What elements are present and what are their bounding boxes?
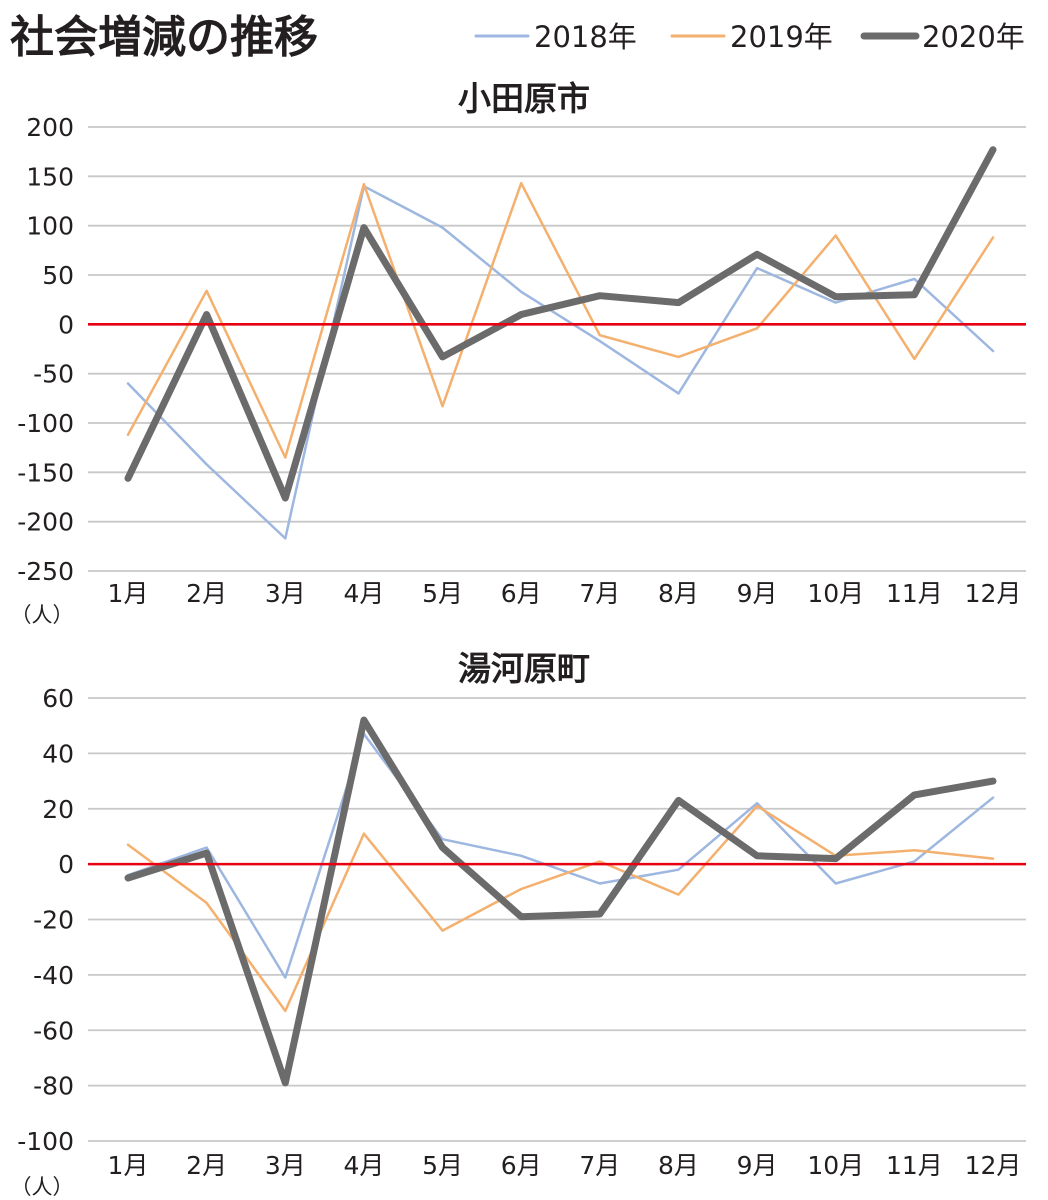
x-tick-label: 3月 (265, 579, 306, 608)
x-tick-label: 7月 (579, 579, 620, 608)
y-tick-label: 20 (42, 795, 74, 824)
x-tick-label: 12月 (965, 579, 1022, 608)
y-tick-label: -100 (17, 1127, 74, 1156)
series-line-2019年 (126, 181, 995, 459)
x-tick-label: 10月 (807, 579, 864, 608)
x-tick-label: 4月 (343, 1151, 384, 1180)
x-tick-label: 9月 (737, 1151, 778, 1180)
x-tick-label: 11月 (886, 1151, 943, 1180)
y-tick-label: 0 (58, 310, 74, 339)
x-tick-label: 6月 (501, 579, 542, 608)
unit-label: （人） (11, 603, 74, 627)
y-tick-label: -20 (33, 906, 74, 935)
x-tick-label: 2月 (186, 1151, 227, 1180)
x-tick-label: 4月 (343, 579, 384, 608)
y-tick-label: 100 (26, 212, 74, 241)
y-tick-label: -150 (17, 458, 74, 487)
unit-label: （人） (11, 1175, 74, 1199)
legend-label-2: 2020年 (922, 20, 1025, 54)
x-tick-label: 5月 (422, 1151, 463, 1180)
series-line-2020年 (124, 716, 997, 1087)
legend: 2018年 2019年 2020年 (474, 20, 1025, 54)
series-line-2018年 (126, 184, 995, 540)
y-tick-label: 0 (58, 850, 74, 879)
y-tick-label: -100 (17, 409, 74, 438)
x-tick-label: 1月 (108, 579, 149, 608)
y-tick-label: 60 (42, 684, 74, 713)
x-tick-label: 10月 (807, 1151, 864, 1180)
x-tick-label: 7月 (579, 1151, 620, 1180)
chart-panel-odawara: 小田原市 200 150 100 50 0 -50 -100 -150 -200 -250 （人） 1月… (11, 79, 1026, 627)
legend-label-1: 2019年 (730, 20, 833, 54)
x-tick-label: 8月 (658, 579, 699, 608)
x-tick-label: 2月 (186, 579, 227, 608)
y-tick-label: -50 (33, 360, 74, 389)
chart-panel-yugawara: 湯河原町 60 40 20 0 -20 -40 -60 -80 -100 （人） 1月 2月 3月 4月 5月… (11, 649, 1026, 1199)
x-tick-label: 6月 (501, 1151, 542, 1180)
x-tick-label: 11月 (886, 579, 943, 608)
y-tick-label: -80 (33, 1072, 74, 1101)
series-line-2019年 (126, 804, 995, 1013)
panel-title: 小田原市 (458, 79, 590, 118)
series-line-2020年 (124, 146, 997, 502)
y-tick-label: -40 (33, 961, 74, 990)
x-tick-label: 8月 (658, 1151, 699, 1180)
x-tick-label: 12月 (965, 1151, 1022, 1180)
x-tick-label: 3月 (265, 1151, 306, 1180)
y-tick-label: -60 (33, 1016, 74, 1045)
y-tick-label: -200 (17, 508, 74, 537)
x-tick-label: 5月 (422, 579, 463, 608)
y-tick-label: 150 (26, 162, 74, 191)
chart-title: 社会増減の推移 (10, 12, 318, 63)
y-tick-label: 200 (26, 113, 74, 142)
y-tick-label: 40 (42, 739, 74, 768)
panel-title: 湯河原町 (458, 649, 590, 688)
x-tick-label: 9月 (737, 579, 778, 608)
y-tick-label: 50 (42, 261, 74, 290)
legend-label-0: 2018年 (534, 20, 637, 54)
y-tick-label: -250 (17, 557, 74, 586)
series-line-2018年 (126, 732, 995, 979)
x-tick-label: 1月 (108, 1151, 149, 1180)
